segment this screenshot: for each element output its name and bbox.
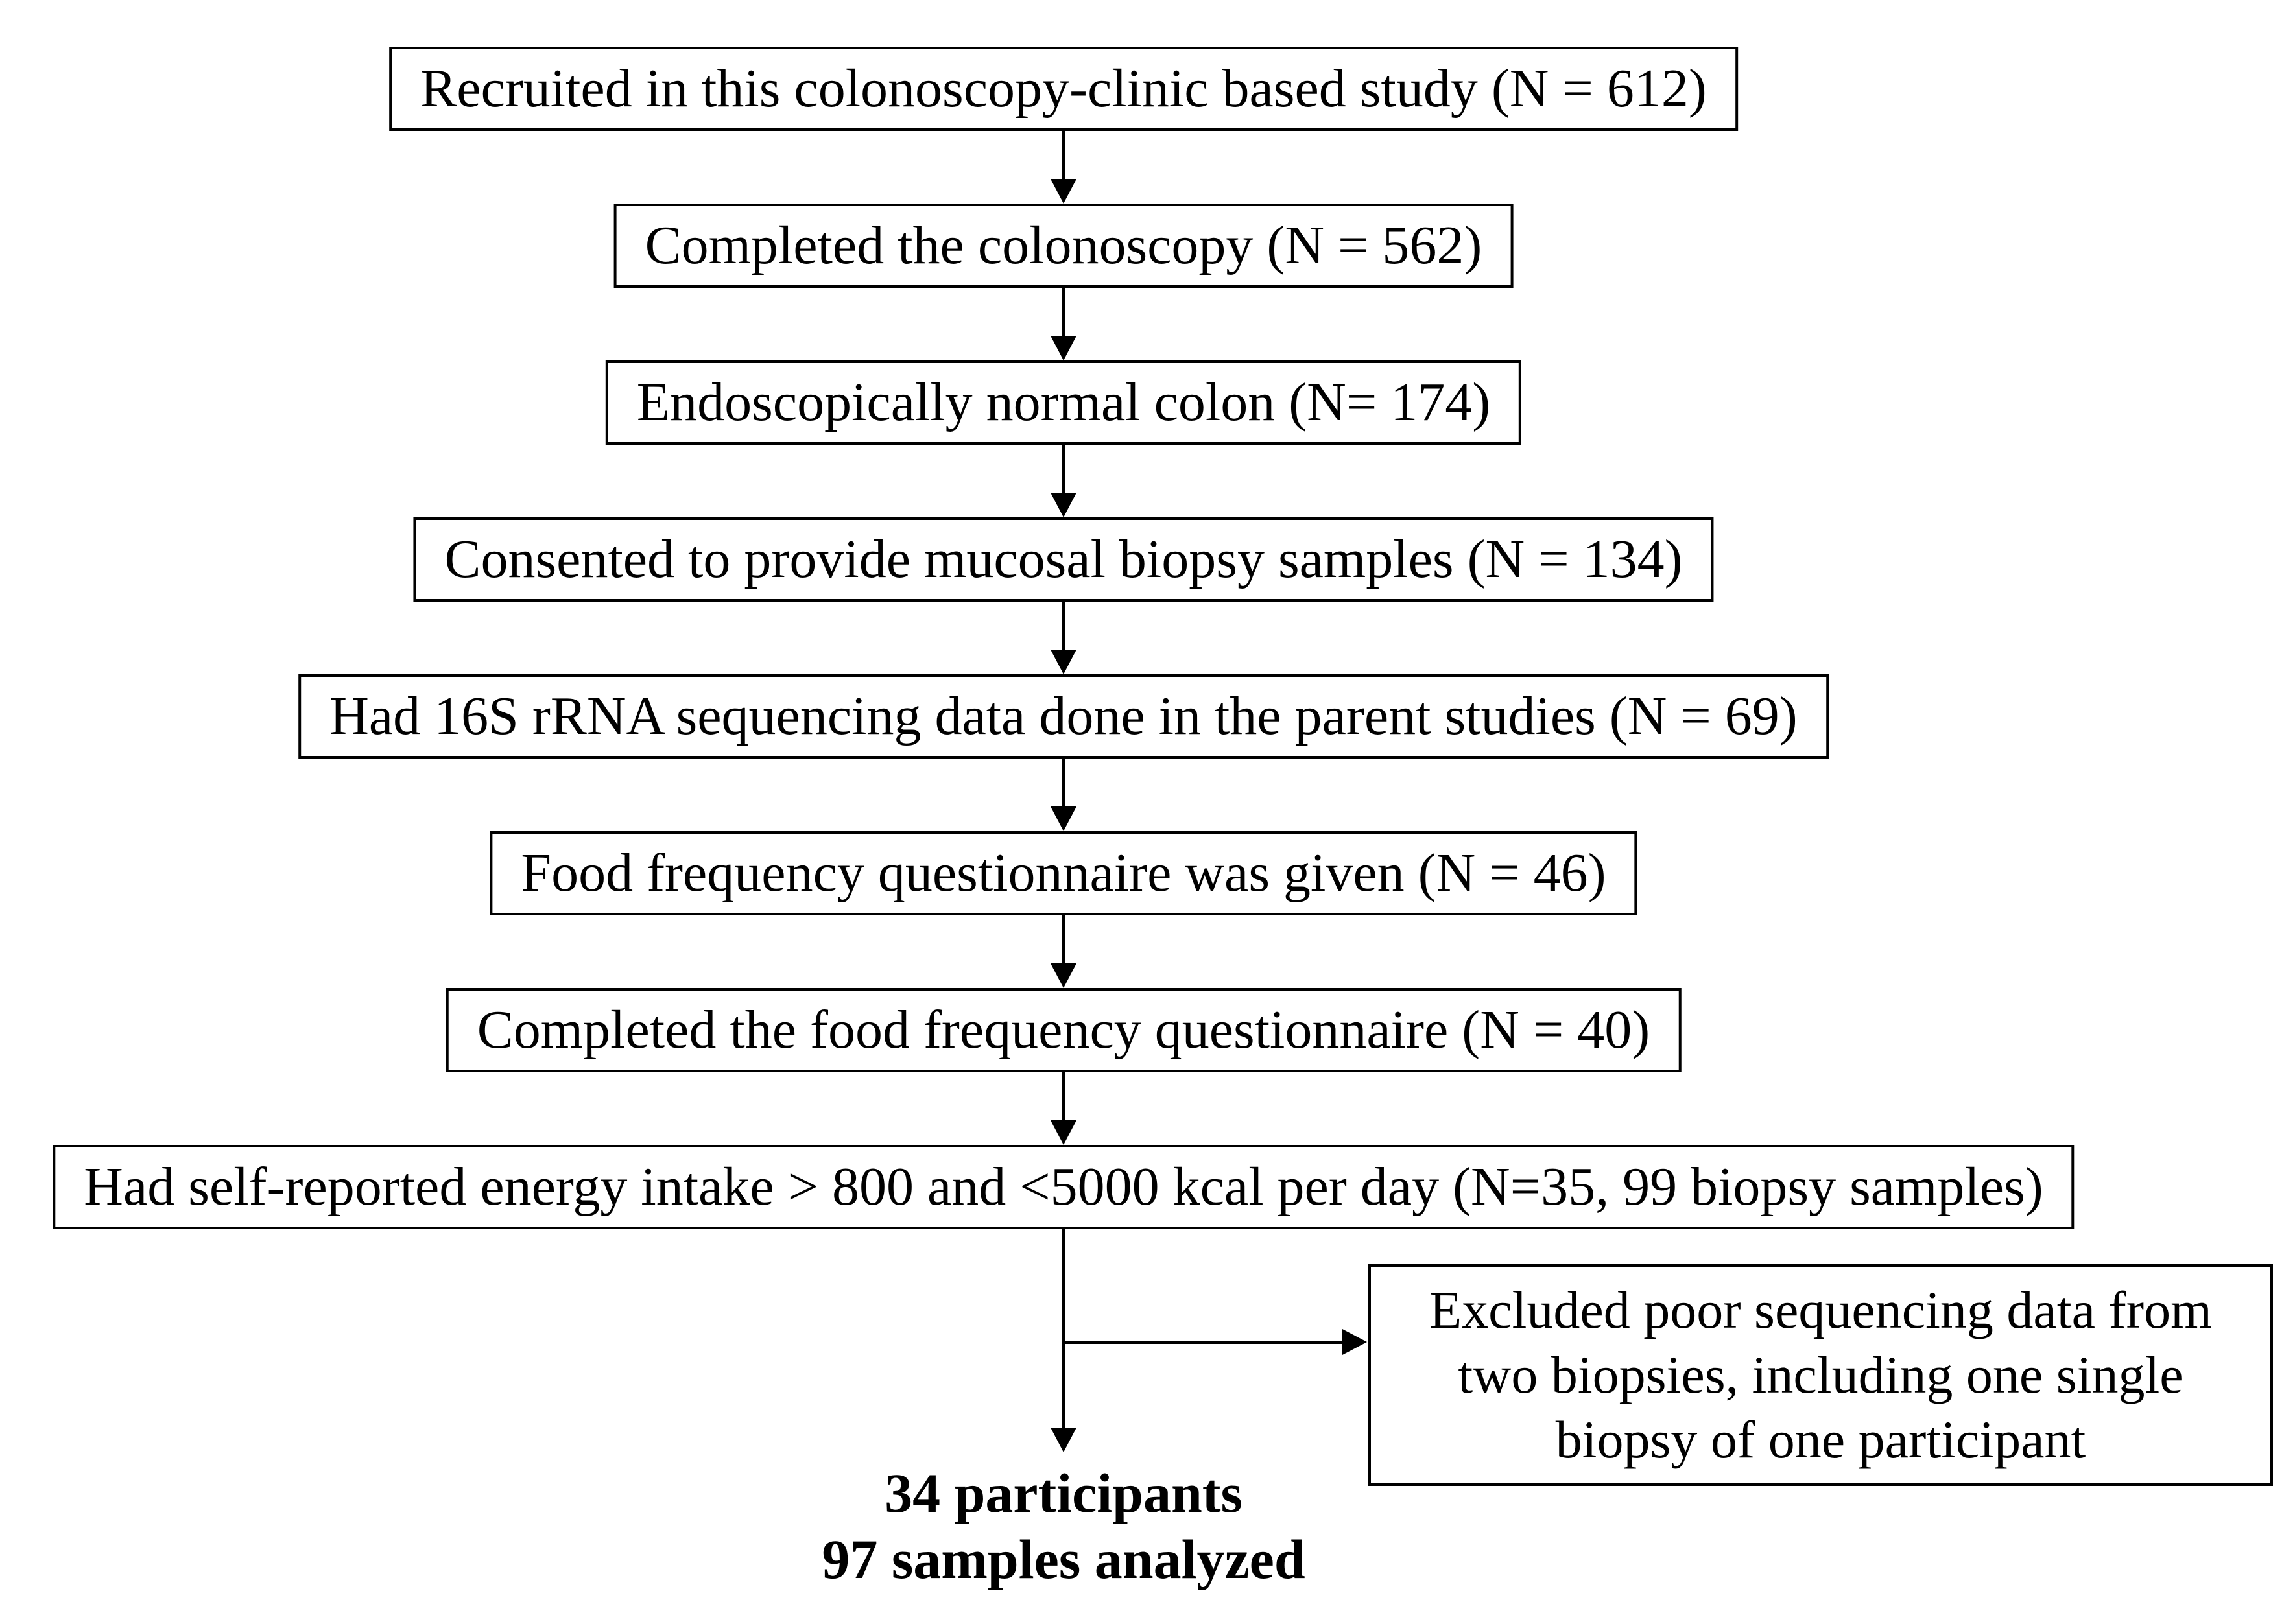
final-result-samples: 97 samples analyzed bbox=[822, 1528, 1305, 1590]
arrow-down-icon bbox=[1051, 493, 1076, 517]
flow-step-box-recruited: Recruited in this colonoscopy-clinic bas… bbox=[389, 47, 1738, 131]
flow-connector-final bbox=[1051, 1229, 1076, 1452]
flow-step-box-sequencing: Had 16S rRNA sequencing data done in the… bbox=[298, 674, 1829, 759]
connector-line bbox=[1062, 1072, 1065, 1125]
final-result-participants: 34 participants bbox=[885, 1462, 1243, 1524]
arrow-down-icon bbox=[1051, 650, 1076, 674]
arrow-down-icon bbox=[1051, 963, 1076, 988]
connector-line bbox=[1062, 1229, 1065, 1433]
connector-line bbox=[1062, 602, 1065, 655]
flow-connector-3 bbox=[1051, 445, 1076, 517]
flow-connector-5 bbox=[1051, 759, 1076, 831]
flow-step-box-consented: Consented to provide mucosal biopsy samp… bbox=[413, 517, 1714, 602]
flow-step-box-colonoscopy: Completed the colonoscopy (N = 562) bbox=[613, 204, 1514, 288]
flow-connector-7 bbox=[1051, 1072, 1076, 1145]
exclusion-box: Excluded poor sequencing data from two b… bbox=[1368, 1264, 2273, 1486]
flow-connector-1 bbox=[1051, 131, 1076, 204]
exclusion-line-3: biopsy of one participant bbox=[1555, 1410, 2086, 1469]
arrow-down-icon bbox=[1051, 1428, 1076, 1452]
arrow-down-icon bbox=[1051, 806, 1076, 831]
flow-step-box-ffq-completed: Completed the food frequency questionnai… bbox=[446, 988, 1682, 1072]
flow-step-box-energy-intake: Had self-reported energy intake > 800 an… bbox=[53, 1145, 2075, 1229]
flow-connector-4 bbox=[1051, 602, 1076, 674]
exclusion-line-2: two biopsies, including one single bbox=[1458, 1345, 2183, 1404]
flow-step-box-normal-colon: Endoscopically normal colon (N= 174) bbox=[605, 360, 1522, 445]
flow-connector-2 bbox=[1051, 288, 1076, 360]
arrow-down-icon bbox=[1051, 1120, 1076, 1145]
flow-step-box-ffq-given: Food frequency questionnaire was given (… bbox=[490, 831, 1637, 915]
arrow-down-icon bbox=[1051, 336, 1076, 360]
arrow-down-icon bbox=[1051, 179, 1076, 204]
flow-connector-6 bbox=[1051, 915, 1076, 988]
connector-line bbox=[1062, 288, 1065, 341]
exclusion-line-1: Excluded poor sequencing data from bbox=[1429, 1280, 2212, 1339]
final-result: 34 participants 97 samples analyzed bbox=[822, 1460, 1305, 1592]
exclusion-branch-line bbox=[1065, 1341, 1344, 1344]
connector-line bbox=[1062, 445, 1065, 498]
arrow-right-icon bbox=[1342, 1329, 1367, 1355]
connector-line bbox=[1062, 759, 1065, 812]
connector-line bbox=[1062, 131, 1065, 184]
connector-line bbox=[1062, 915, 1065, 969]
